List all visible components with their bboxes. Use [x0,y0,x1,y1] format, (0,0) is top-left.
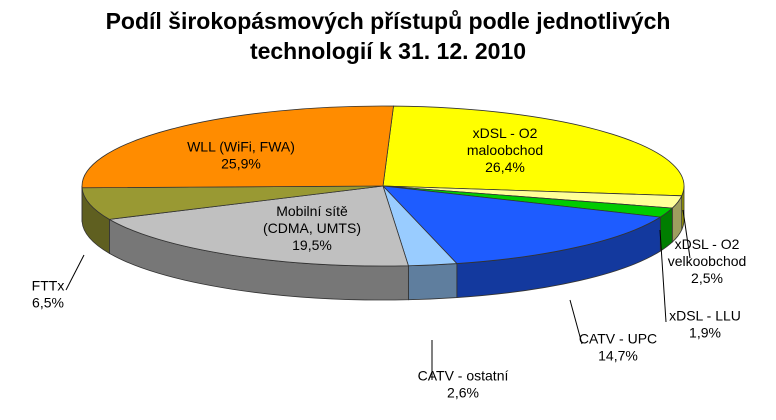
chart-title-line-2: technologií k 31. 12. 2010 [249,38,527,64]
slice-label-5: CATV - ostatní 2,6% [418,368,509,401]
slice-label-7: FTTx 6,5% [32,278,65,311]
pie-slice-7 [81,185,384,220]
slice-value-label: 19,5% [292,237,332,253]
slice-category-label: xDSL - LLU [669,308,741,324]
slice-labels-layer: xDSL - O2 maloobchod 26,4%xDSL - O2 velkoob… [32,125,747,401]
slice-category-label: CATV - ostatní [418,368,509,384]
slice-value-label: 2,5% [691,270,723,286]
leader-line-2 [682,209,691,259]
slice-category-label: xDSL - O2 [473,125,538,141]
slice-label-8: WLL (WiFi, FWA) 25,9% [187,139,295,172]
slice-value-label: 26,4% [485,159,525,175]
slice-value-label: 25,9% [221,156,261,172]
slice-category-label: maloobchod [467,142,543,158]
pie-slice-4 [381,185,662,264]
chart-title: Podíl širokopásmových přístupů podle jed… [0,6,776,66]
pie-top-layer [81,105,685,267]
slice-value-label: 14,7% [598,348,638,364]
slice-value-label: 1,9% [689,325,721,341]
pie-side-layer [81,185,685,301]
slice-value-label: 2,6% [447,385,479,401]
slice-category-label: WLL (WiFi, FWA) [187,139,295,155]
slice-category-label: (CDMA, UMTS) [263,220,361,236]
pie-slice-8 [81,105,394,189]
slice-category-label: CATV - UPC [579,331,657,347]
chart-title-line-1: Podíl širokopásmových přístupů podle jed… [105,8,671,34]
slice-category-label: velkoobchod [668,253,747,269]
slice-category-label: xDSL - O2 [675,236,740,252]
leader-line-4 [569,299,583,345]
leader-line-7 [65,254,85,291]
slice-label-3: xDSL - LLU 1,9% [669,308,741,341]
pie-slice-6 [108,185,409,267]
leader-lines-layer [65,209,691,380]
leader-line-3 [659,229,667,323]
slice-category-label: FTTx [32,278,65,294]
slice-label-6: Mobilní sítě (CDMA, UMTS) 19,5% [263,203,361,253]
slice-label-2: xDSL - O2 velkoobchod 2,5% [668,236,747,286]
slice-label-1: xDSL - O2 maloobchod 26,4% [467,125,543,175]
slice-label-4: CATV - UPC 14,7% [579,331,657,364]
slice-category-label: Mobilní sítě [276,203,348,219]
pie-slice-1 [382,105,685,197]
slice-value-label: 6,5% [32,295,64,311]
pie-side-5 [407,263,458,301]
